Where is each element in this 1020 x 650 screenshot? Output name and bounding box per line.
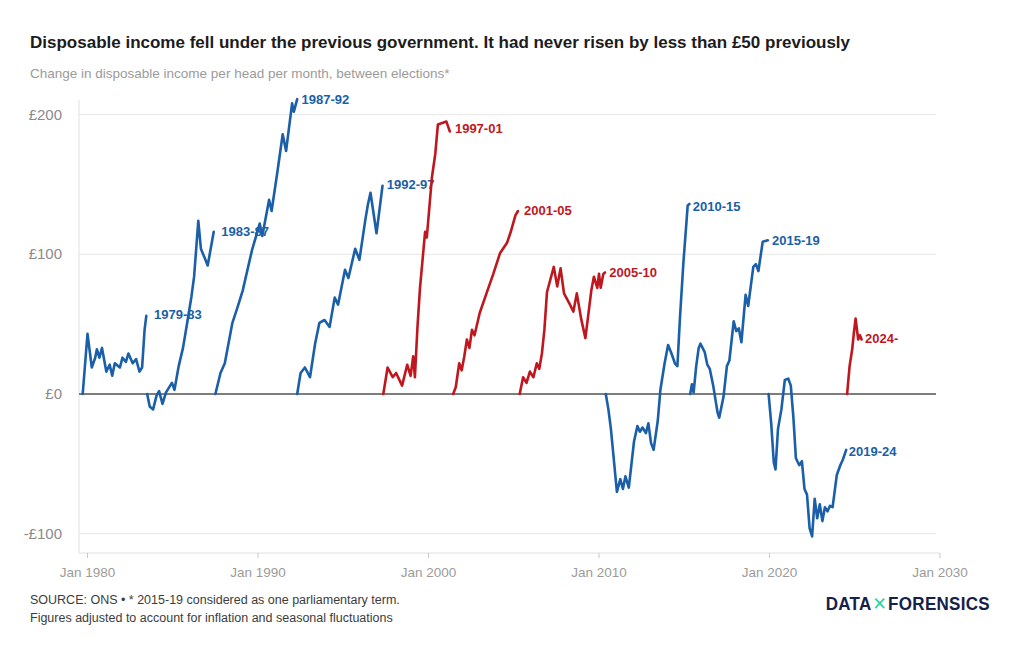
series-label-1997-01: 1997-01 bbox=[455, 121, 503, 136]
series-line-2015-19 bbox=[690, 240, 768, 417]
series-label-2024-: 2024- bbox=[865, 331, 898, 346]
logo-data-text: DATA bbox=[826, 594, 872, 615]
income-change-line-chart: Jan 1980 Jan 1990 Jan 2000 Jan 2010 Jan 2020… bbox=[0, 0, 1020, 650]
series-line-1987-92 bbox=[215, 99, 297, 394]
y-axis-label--100: -£100 bbox=[24, 525, 62, 542]
series-line-1997-01 bbox=[383, 122, 450, 394]
source-line-1: SOURCE: ONS • * 2015-19 considered as on… bbox=[30, 591, 400, 609]
series-line-2005-10 bbox=[520, 267, 605, 394]
logo-forensics-text: FORENSICS bbox=[888, 594, 990, 615]
x-axis-label-1990: Jan 1990 bbox=[230, 565, 286, 580]
x-axis-label-2030: Jan 2030 bbox=[912, 565, 968, 580]
series-line-2019-24 bbox=[769, 379, 847, 537]
series-label-1992-97: 1992-97 bbox=[387, 177, 435, 192]
data-forensics-logo: DATA✕FORENSICS bbox=[826, 593, 990, 616]
x-axis-label-1980: Jan 1980 bbox=[60, 565, 116, 580]
series-label-1979-83: 1979-83 bbox=[154, 307, 202, 322]
series-label-2015-19: 2015-19 bbox=[772, 233, 820, 248]
source-note: SOURCE: ONS • * 2015-19 considered as on… bbox=[30, 591, 400, 627]
logo-x-icon: ✕ bbox=[872, 594, 889, 615]
series-line-1992-97 bbox=[297, 186, 382, 394]
x-axis-label-2010: Jan 2010 bbox=[571, 565, 627, 580]
series-line-1979-83 bbox=[83, 316, 147, 394]
series-line-2001-05 bbox=[453, 211, 518, 394]
series-label-2010-15: 2010-15 bbox=[693, 199, 741, 214]
y-axis-label-200: £200 bbox=[29, 106, 62, 123]
y-axis-label-100: £100 bbox=[29, 245, 62, 262]
series-label-2001-05: 2001-05 bbox=[524, 203, 572, 218]
series-label-2005-10: 2005-10 bbox=[609, 265, 657, 280]
series-label-2019-24: 2019-24 bbox=[849, 444, 897, 459]
x-axis-label-2000: Jan 2000 bbox=[401, 565, 457, 580]
x-axis-label-2020: Jan 2020 bbox=[742, 565, 798, 580]
y-axis-label-0: £0 bbox=[45, 385, 62, 402]
series-label-1987-92: 1987-92 bbox=[301, 92, 349, 107]
source-line-2: Figures adjusted to account for inflatio… bbox=[30, 609, 400, 627]
series-line-2010-15 bbox=[606, 204, 690, 492]
series-line-2024- bbox=[847, 319, 862, 394]
